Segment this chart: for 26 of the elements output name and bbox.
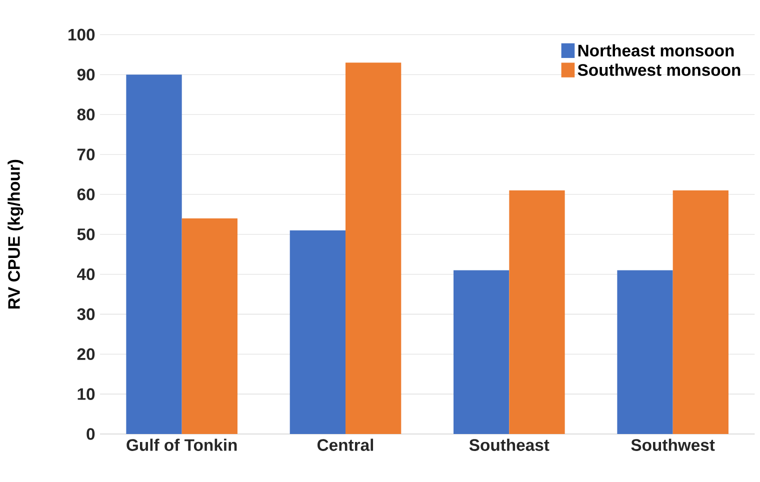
bar bbox=[617, 270, 673, 434]
x-tick-label: Gulf of Tonkin bbox=[126, 438, 237, 451]
bar bbox=[672, 190, 728, 434]
y-tick-label: 70 bbox=[77, 148, 95, 160]
legend-label: Northeast monsoon bbox=[578, 44, 734, 56]
bar bbox=[126, 74, 182, 434]
x-tick-label: Southwest bbox=[631, 438, 715, 451]
bar bbox=[454, 270, 510, 434]
y-tick-label: 30 bbox=[77, 308, 95, 320]
y-tick-label: 50 bbox=[77, 228, 95, 240]
y-tick-label: 100 bbox=[68, 28, 95, 41]
x-tick-label: Central bbox=[317, 438, 374, 451]
x-tick-label: Southeast bbox=[469, 438, 550, 451]
y-tick-label: 90 bbox=[77, 68, 95, 80]
bar bbox=[182, 218, 238, 434]
y-tick-label: 10 bbox=[78, 388, 95, 400]
y-tick-label: 20 bbox=[77, 348, 95, 360]
y-tick-label: 0 bbox=[86, 428, 95, 440]
bar bbox=[509, 190, 565, 434]
y-tick-label: 60 bbox=[77, 188, 95, 200]
legend-label: Southwest monsoon bbox=[578, 64, 740, 76]
y-axis-title: RV CPUE (kg/hour) bbox=[8, 160, 24, 309]
y-tick-label: 40 bbox=[77, 268, 95, 280]
bar bbox=[290, 230, 346, 434]
bar bbox=[346, 62, 402, 434]
y-tick-label: 80 bbox=[77, 108, 95, 120]
